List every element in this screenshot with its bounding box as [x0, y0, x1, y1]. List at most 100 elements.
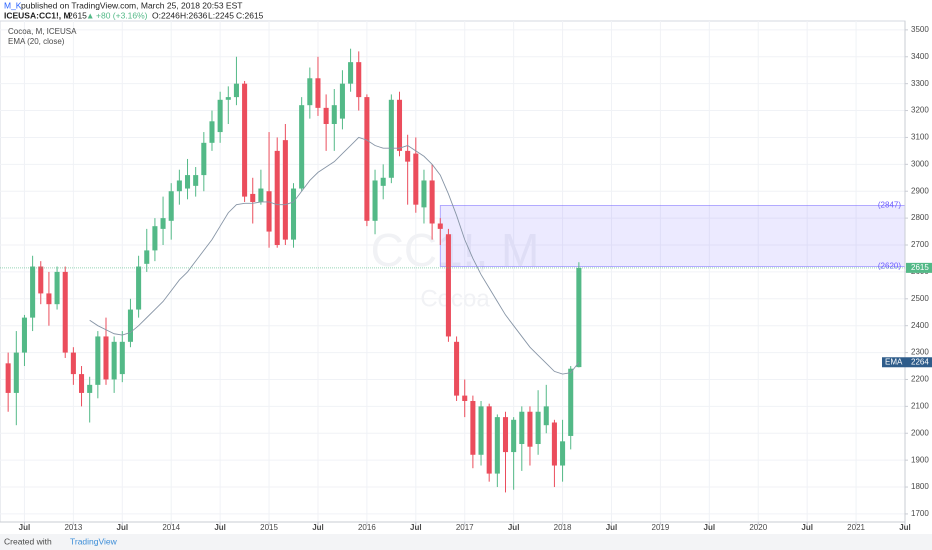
price-zone [439, 205, 906, 267]
last-price-tag-label: 2615 [911, 263, 929, 272]
y-tick-label: 1800 [911, 482, 929, 491]
candle-body [111, 341, 117, 380]
zone-top-label: (2847) [878, 201, 901, 210]
y-tick-label: 2100 [911, 401, 929, 410]
change: +80 (+3.16%) [96, 10, 148, 20]
x-tick-label: Jul [606, 523, 618, 532]
x-tick-label: 2017 [456, 523, 474, 532]
y-tick-label: 2000 [911, 428, 929, 437]
candle-body [168, 191, 174, 221]
x-tick-label: 2018 [554, 523, 572, 532]
candle-body [13, 352, 19, 393]
last-price: 2615 [68, 10, 87, 20]
ema-tag-name: EMA [885, 357, 903, 366]
legend-main: Cocoa, M, ICEUSA [8, 27, 77, 36]
candle-body [535, 411, 541, 445]
candle-body [307, 78, 313, 106]
candle-body [519, 411, 525, 445]
candle-body [30, 266, 36, 318]
candle-body [486, 406, 492, 474]
candle-body [470, 400, 476, 455]
candle-body [421, 180, 427, 208]
x-tick-label: Jul [801, 523, 813, 532]
candle-body [356, 62, 362, 98]
y-tick-label: 3100 [911, 133, 929, 142]
candle-body [568, 368, 574, 436]
candle-body [160, 218, 166, 229]
change-arrow: ▲ [86, 10, 94, 20]
candle-body [502, 417, 509, 453]
candle-body [339, 83, 345, 119]
candle-body [543, 406, 549, 426]
candle-body [242, 83, 248, 197]
candle-body [217, 99, 223, 133]
candle-body [54, 271, 60, 305]
y-tick-label: 3300 [911, 79, 929, 88]
candle-body [127, 309, 133, 342]
marks: (2847) (2620) [0, 48, 906, 493]
low-value: L:2245 [208, 10, 234, 20]
candle-body [119, 341, 125, 375]
candle-body [144, 250, 150, 264]
grid [0, 21, 906, 522]
candle-body [46, 293, 52, 305]
candle-body [193, 175, 199, 186]
y-tick-label: 1700 [911, 509, 929, 518]
candle-body [348, 62, 354, 84]
candle-body [364, 97, 370, 221]
symbol: ICEUSA:CC1!, M [4, 10, 71, 20]
footer-created: Created with [4, 536, 52, 546]
candle-body [62, 271, 68, 353]
x-tick-label: 2020 [749, 523, 767, 532]
x-tick-label: 2016 [358, 523, 376, 532]
candle-body [454, 341, 460, 396]
open-value: O:2246 [152, 10, 180, 20]
published-text: published on TradingView.com, March 25, … [21, 0, 242, 10]
x-tick-label: Jul [410, 523, 422, 532]
candle-body [331, 105, 337, 124]
candle-body [95, 336, 101, 385]
high-value: H:2636 [180, 10, 208, 20]
footer-brand[interactable]: TradingView [70, 536, 118, 546]
candle-body [70, 352, 76, 375]
ema-tag [882, 357, 932, 368]
y-tick-label: 3000 [911, 159, 929, 168]
candle-body [380, 177, 386, 186]
y-tick-label: 3500 [911, 25, 929, 34]
zone-bottom-label: (2620) [878, 262, 901, 271]
candle-body [103, 336, 109, 380]
candle-body [478, 406, 484, 455]
candle-body [527, 411, 533, 447]
candle-body [184, 175, 191, 189]
candle-body [79, 374, 85, 393]
candle-body [323, 107, 329, 124]
candle-body [250, 193, 256, 202]
close-value: C:2615 [236, 10, 264, 20]
last-price-tag [906, 262, 932, 273]
candle-body [274, 150, 280, 246]
candle-body [5, 363, 11, 393]
y-tick-label: 2400 [911, 321, 929, 330]
candle-body [282, 140, 288, 240]
candle-body [21, 317, 27, 353]
candle-body [201, 142, 207, 176]
candle-body [576, 267, 582, 368]
candle-body [152, 226, 158, 251]
candle-body [315, 78, 321, 108]
y-tick-label: 2800 [911, 213, 929, 222]
candle-body [176, 180, 182, 192]
y-tick-label: 3200 [911, 106, 929, 115]
candle-body [87, 384, 93, 393]
x-tick-label: 2021 [847, 523, 865, 532]
legend-ema: EMA (20, close) [8, 37, 65, 46]
x-tick-label: Jul [899, 523, 911, 532]
ema-tag-label: 2264 [911, 357, 929, 366]
author-link[interactable]: M_K [4, 0, 22, 10]
x-tick-label: Jul [508, 523, 520, 532]
y-tick-label: 2200 [911, 375, 929, 384]
candle-body [551, 422, 557, 466]
candle-body [494, 417, 500, 474]
